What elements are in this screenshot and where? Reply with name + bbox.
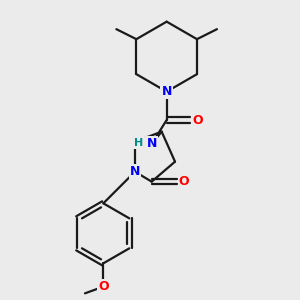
Text: N: N <box>146 137 157 151</box>
Text: O: O <box>179 175 189 188</box>
Text: N: N <box>130 165 140 178</box>
Text: O: O <box>98 280 109 293</box>
Text: H: H <box>134 138 144 148</box>
Text: O: O <box>192 113 202 127</box>
Text: N: N <box>161 85 172 98</box>
